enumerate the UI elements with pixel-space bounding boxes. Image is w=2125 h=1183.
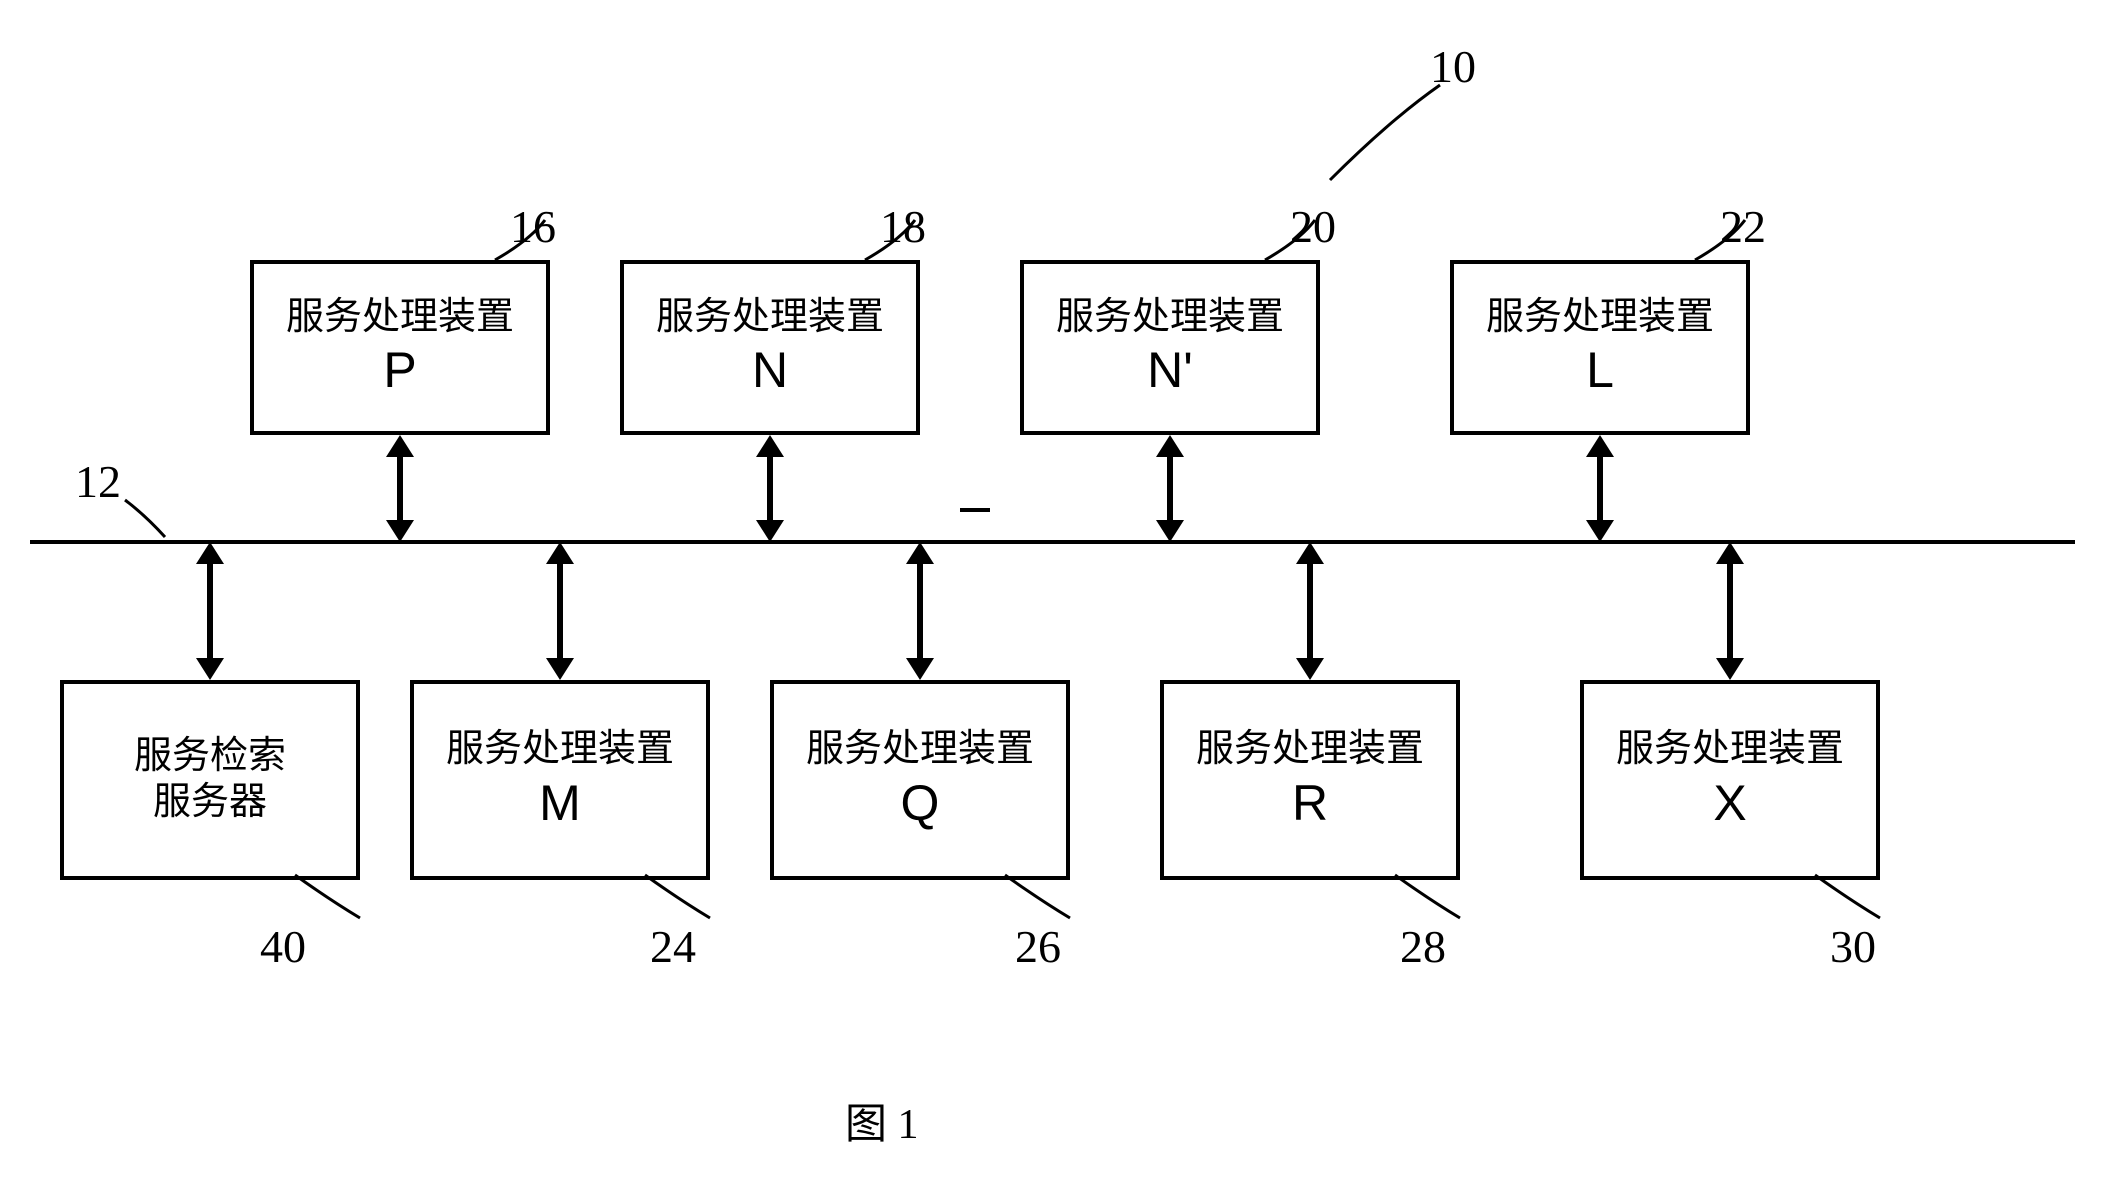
arrow-bot-4: [1712, 542, 1748, 680]
box-label-line1: 服务处理装置: [1056, 295, 1284, 341]
service-box-bottom-1: 服务处理装置M: [410, 680, 710, 880]
box-label-line1: 服务处理装置: [1616, 727, 1844, 773]
leader-10: [1320, 80, 1450, 190]
service-box-P: 服务处理装置P: [250, 260, 550, 435]
leader-line: [1690, 215, 1770, 275]
box-label-line2: P: [383, 340, 416, 400]
leader-line: [1260, 215, 1340, 275]
leader-line: [490, 215, 570, 275]
service-box-bottom-0: 服务检索服务器: [60, 680, 360, 880]
box-label-line1: 服务处理装置: [1196, 727, 1424, 773]
box-label-line1: 服务处理装置: [806, 727, 1034, 773]
leader-line: [1000, 870, 1090, 930]
box-label-line1: 服务处理装置: [446, 727, 674, 773]
box-label-line2: L: [1586, 340, 1614, 400]
box-label-line2: Q: [901, 773, 940, 833]
box-label-line2: M: [539, 773, 581, 833]
box-label-line1: 服务处理装置: [656, 295, 884, 341]
box-label-line2: X: [1713, 773, 1746, 833]
box-label-line1: 服务处理装置: [1486, 295, 1714, 341]
leader-line: [860, 215, 940, 275]
arrow-top-3: [1582, 435, 1618, 542]
figure-caption: 图 1: [845, 1090, 919, 1151]
leader-line: [640, 870, 730, 930]
arrow-bot-0: [192, 542, 228, 680]
arrow-bot-2: [902, 542, 938, 680]
arrow-bot-3: [1292, 542, 1328, 680]
ref-num-12: 12: [75, 455, 121, 508]
service-box-N: 服务处理装置N: [620, 260, 920, 435]
dash-artifact: [960, 508, 990, 512]
service-box-L: 服务处理装置L: [1450, 260, 1750, 435]
leader-line: [1390, 870, 1480, 930]
bus-line: [30, 540, 2075, 544]
arrow-top-1: [752, 435, 788, 542]
box-label-line2: N': [1147, 340, 1193, 400]
arrow-bot-1: [542, 542, 578, 680]
box-label-line2: R: [1292, 773, 1328, 833]
service-box-bottom-4: 服务处理装置X: [1580, 680, 1880, 880]
service-box-Nprime: 服务处理装置N': [1020, 260, 1320, 435]
leader-line: [290, 870, 380, 930]
box-label-line2: N: [752, 340, 788, 400]
arrow-top-0: [382, 435, 418, 542]
leader-line: [1810, 870, 1900, 930]
service-box-bottom-2: 服务处理装置Q: [770, 680, 1070, 880]
box-label-line2text: 服务器: [153, 780, 267, 826]
service-box-bottom-3: 服务处理装置R: [1160, 680, 1460, 880]
arrow-top-2: [1152, 435, 1188, 542]
box-label-line1: 服务检索: [134, 734, 286, 780]
box-label-line1: 服务处理装置: [286, 295, 514, 341]
leader-12: [120, 495, 180, 545]
